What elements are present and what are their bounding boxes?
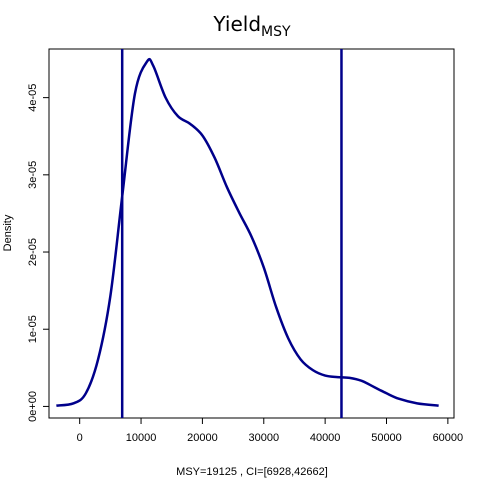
x-axis: 0 10000 20000 30000 40000 50000 60000 [77, 418, 464, 444]
y-tick-label: 4e-05 [27, 84, 39, 112]
ci-lines [120, 49, 343, 418]
y-axis: 0e+00 1e-05 2e-05 3e-05 4e-05 [27, 84, 49, 422]
chart-title: YieldMSY [212, 12, 291, 40]
density-curve [56, 57, 439, 407]
x-tick-label: 60000 [433, 432, 464, 444]
x-tick-label: 10000 [126, 432, 157, 444]
plot-frame [48, 48, 455, 419]
x-axis-label: MSY=19125 , CI=[6928,42662] [176, 466, 328, 478]
x-tick-label: 0 [77, 432, 83, 444]
x-tick-label: 30000 [248, 432, 279, 444]
y-tick-label: 2e-05 [27, 238, 39, 266]
x-tick-label: 50000 [371, 432, 402, 444]
y-axis-label: Density [2, 214, 14, 251]
chart-title-subscript: MSY [261, 24, 291, 40]
y-tick-label: 3e-05 [27, 161, 39, 189]
y-tick-label: 0e+00 [27, 391, 39, 422]
y-tick-label: 1e-05 [27, 315, 39, 343]
x-tick-label: 20000 [187, 432, 218, 444]
x-tick-label: 40000 [310, 432, 341, 444]
chart-title-main: Yield [212, 12, 261, 36]
